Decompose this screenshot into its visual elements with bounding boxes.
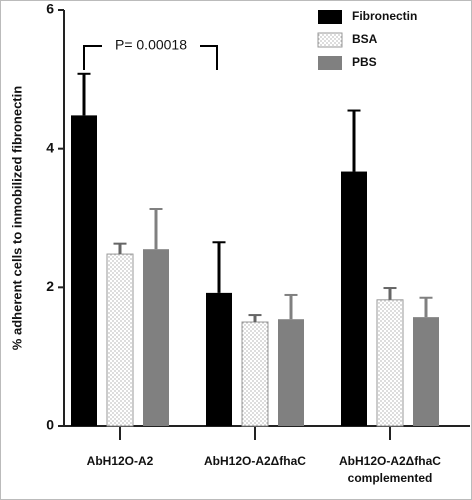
- y-tick-label: 4: [46, 139, 54, 155]
- x-tick-label: AbH12O-A2: [87, 454, 154, 468]
- bar: [341, 171, 367, 426]
- legend-swatch: [318, 56, 342, 70]
- x-tick-label: AbH12O-A2ΔfhaC: [204, 454, 306, 468]
- legend-label: BSA: [352, 32, 378, 46]
- y-tick-label: 2: [46, 278, 54, 294]
- legend-swatch: [318, 10, 342, 24]
- bar: [413, 317, 439, 426]
- annotation-bg: [102, 37, 200, 55]
- legend-label: PBS: [352, 55, 377, 69]
- annotation: P= 0.00018: [115, 37, 187, 53]
- x-tick-label: AbH12O-A2ΔfhaC: [339, 454, 441, 468]
- bar: [278, 319, 304, 426]
- bar: [71, 115, 97, 427]
- legend-label: Fibronectin: [352, 9, 417, 23]
- bar: [106, 253, 134, 427]
- x-tick-label: complemented: [348, 471, 433, 485]
- y-tick-label: 0: [46, 417, 54, 433]
- legend-swatch: [317, 32, 343, 48]
- y-axis-label: % adherent cells to inmobilized fibronec…: [9, 86, 24, 350]
- y-tick-label: 6: [46, 1, 54, 17]
- bar: [206, 292, 232, 426]
- bar: [241, 321, 269, 427]
- bar: [143, 249, 169, 426]
- bar: [376, 299, 404, 427]
